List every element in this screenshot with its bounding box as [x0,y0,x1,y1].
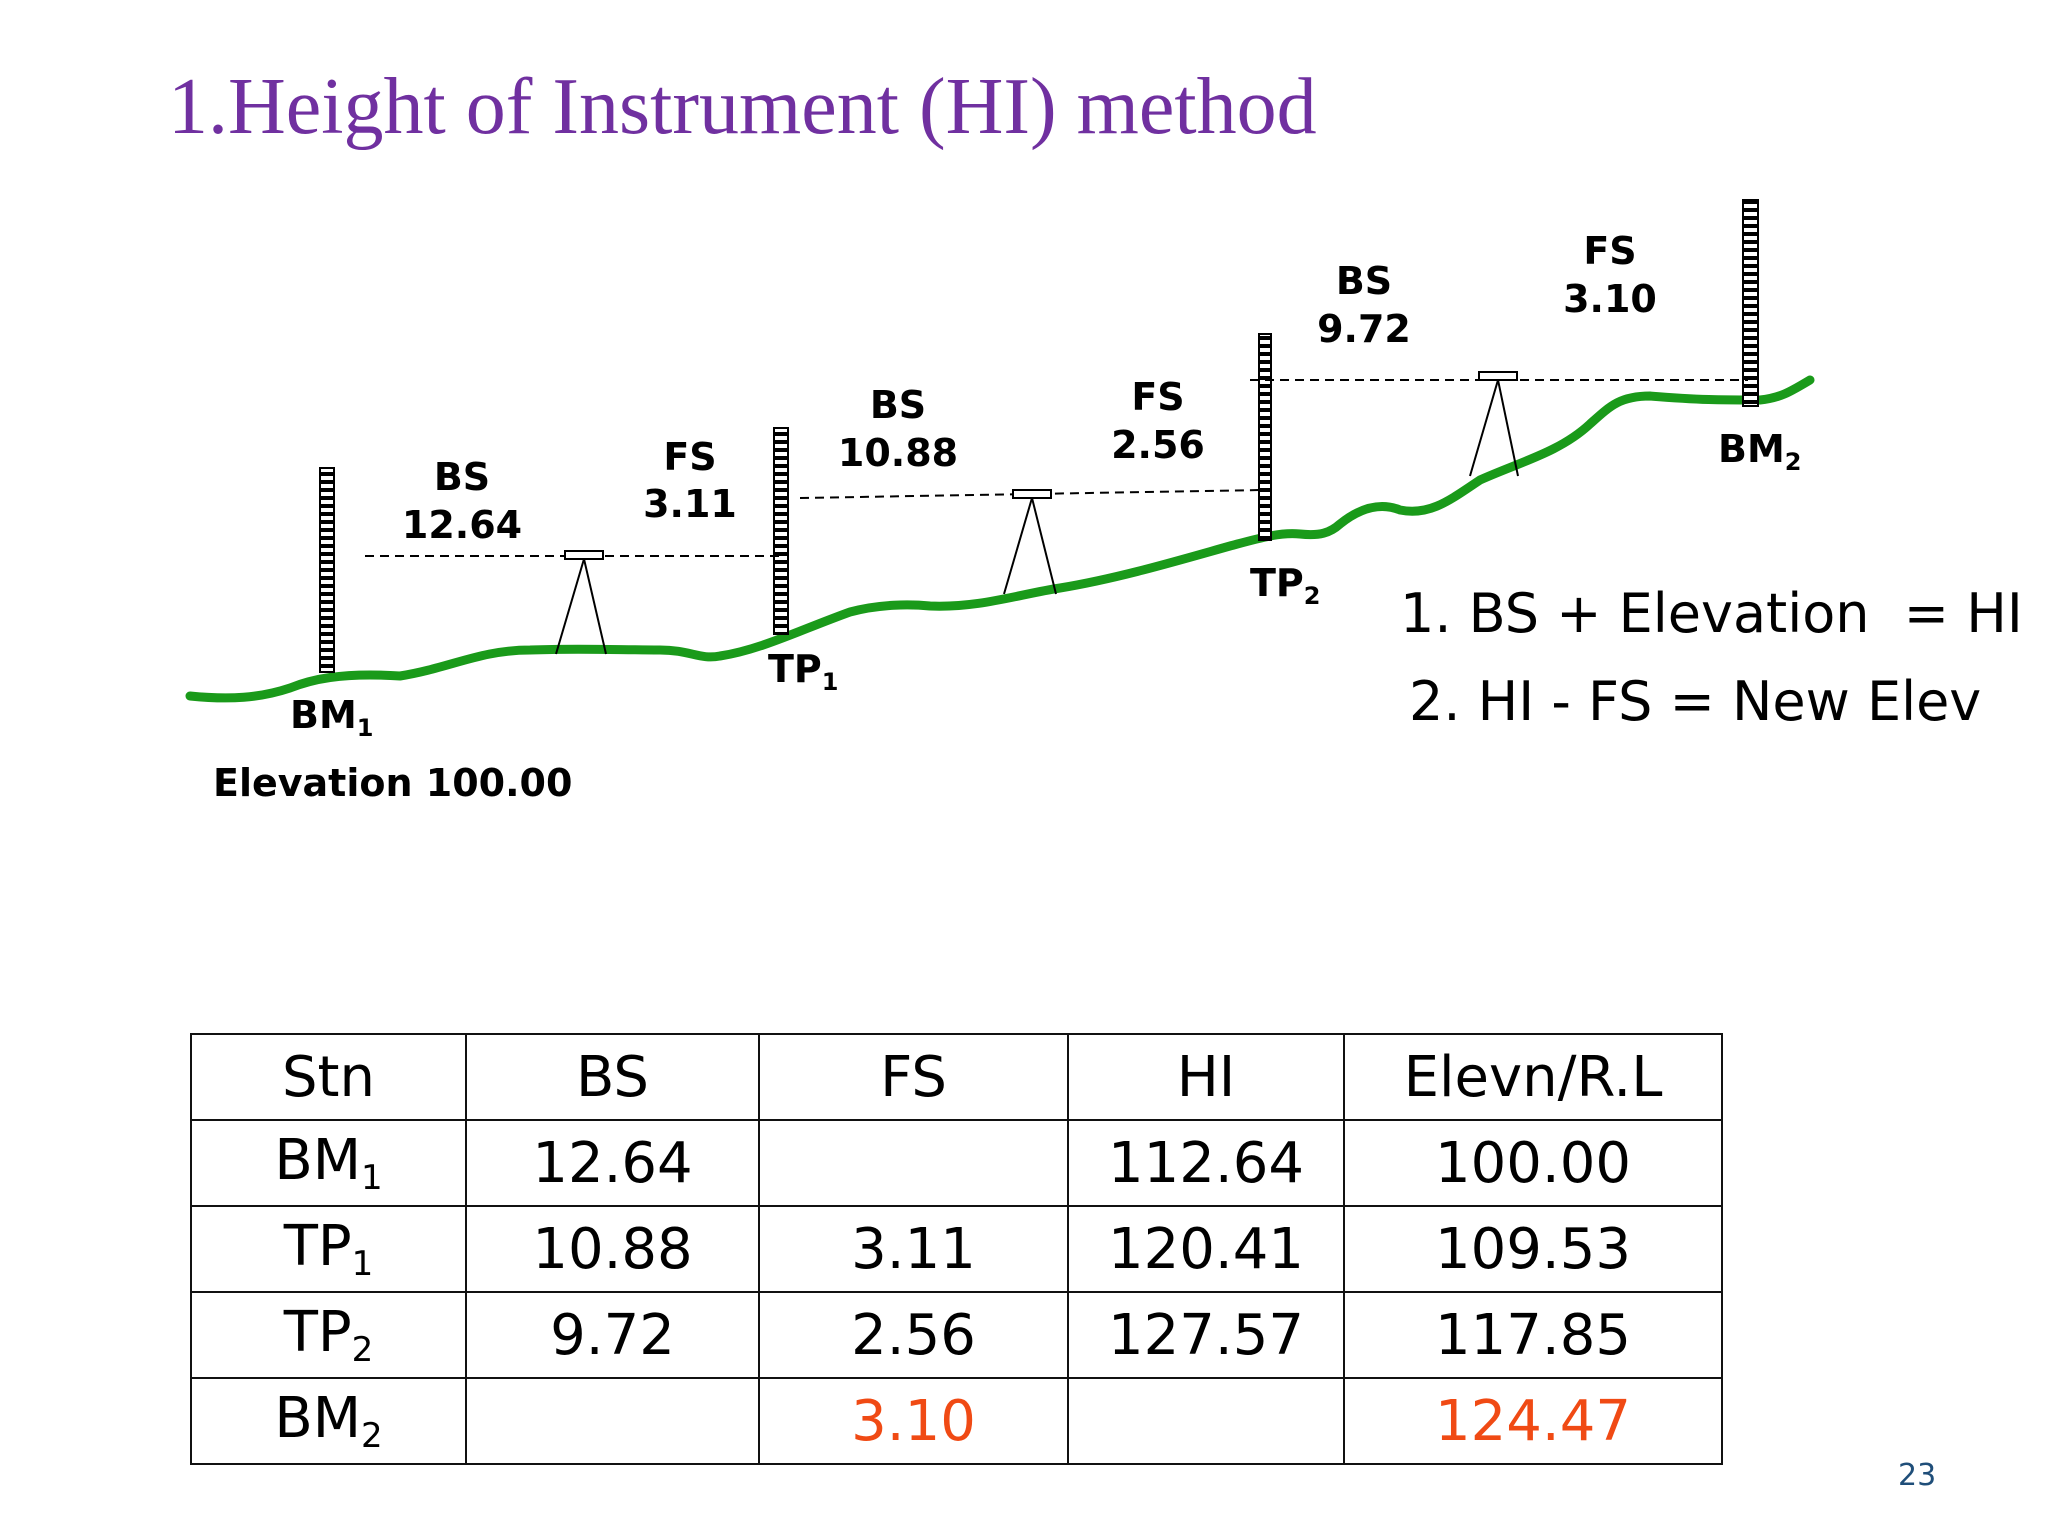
cell-fs [758,1119,1069,1207]
cell-elevation: 109.53 [1343,1205,1723,1293]
instrument-setup-1 [555,550,607,655]
instrument-setup-3 [1469,371,1519,477]
bs2-label: BS [870,383,926,427]
staff-bm1 [319,467,335,673]
fs2-value: 2.56 [1111,423,1205,467]
table-row: BM1 12.64 112.64 100.00 [190,1119,1723,1207]
leveling-table: Stn BS FS HI Elevn/R.L BM1 12.64 112.64 … [190,1033,1723,1465]
cell-elevation: 124.47 [1343,1377,1723,1465]
table-row: BM2 3.10 124.47 [190,1377,1723,1465]
cell-fs: 3.11 [758,1205,1069,1293]
elevation-label: Elevation 100.00 [213,761,572,805]
leveling-diagram: BS 12.64 FS 3.11 BS 10.88 FS 2.56 BS 9.7… [185,199,2023,805]
fs3-label: FS [1583,229,1636,273]
cell-bs [465,1377,760,1465]
table-row: TP2 9.72 2.56 127.57 117.85 [190,1291,1723,1379]
cell-hi: 112.64 [1067,1119,1345,1207]
cell-bs: 12.64 [465,1119,760,1207]
cell-elevation: 100.00 [1343,1119,1723,1207]
bs3-label: BS [1336,259,1392,303]
header-hi: HI [1067,1033,1345,1121]
formula-hi: 1. BS + Elevation = HI [1400,582,2023,645]
cell-stn: TP1 [190,1205,467,1293]
header-stn: Stn [190,1033,467,1121]
slide-title: 1.Height of Instrument (HI) method [168,63,1317,151]
bs2-value: 10.88 [838,431,958,475]
cell-stn: TP2 [190,1291,467,1379]
station-label-tp2: TP2 [1250,561,1320,610]
bs1-value: 12.64 [402,503,522,547]
fs3-value: 3.10 [1563,277,1657,321]
bs1-label: BS [434,455,490,499]
station-label-bm1: BM1 [290,693,373,742]
cell-elevation: 117.85 [1343,1291,1723,1379]
staff-bm2 [1742,199,1759,407]
bs3-value: 9.72 [1317,307,1411,351]
cell-bs: 9.72 [465,1291,760,1379]
fs2-label: FS [1131,375,1184,419]
station-label-tp1: TP1 [768,647,838,696]
page-number: 23 [1898,1458,1937,1493]
formula-new-elev: 2. HI - FS = New Elev [1409,670,1981,733]
staff-tp1 [773,427,789,635]
cell-stn: BM1 [190,1119,467,1207]
cell-hi: 127.57 [1067,1291,1345,1379]
instrument-setup-2 [1003,489,1057,595]
cell-stn: BM2 [190,1377,467,1465]
cell-hi [1067,1377,1345,1465]
header-elevation: Elevn/R.L [1343,1033,1723,1121]
staff-tp2 [1258,333,1272,541]
table-header-row: Stn BS FS HI Elevn/R.L [190,1033,1723,1121]
cell-fs: 2.56 [758,1291,1069,1379]
fs1-label: FS [663,435,716,479]
header-bs: BS [465,1033,760,1121]
cell-fs: 3.10 [758,1377,1069,1465]
fs1-value: 3.11 [643,482,737,526]
cell-hi: 120.41 [1067,1205,1345,1293]
table-row: TP1 10.88 3.11 120.41 109.53 [190,1205,1723,1293]
cell-bs: 10.88 [465,1205,760,1293]
ground-profile [185,375,1815,703]
station-label-bm2: BM2 [1718,427,1801,476]
header-fs: FS [758,1033,1069,1121]
